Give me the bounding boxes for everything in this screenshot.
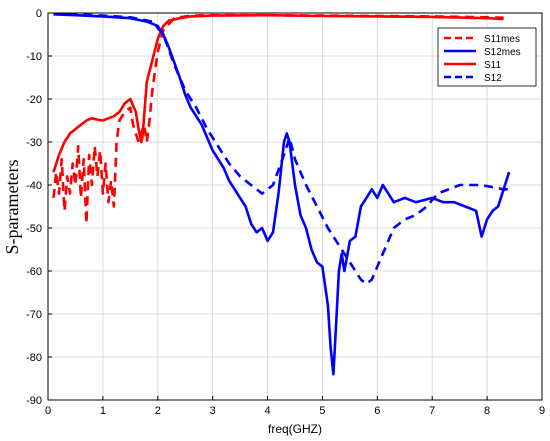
legend-label-s12mes: S12mes <box>484 47 521 58</box>
y-tick-label: -10 <box>26 51 42 63</box>
x-tick-label: 6 <box>374 405 380 417</box>
x-tick-label: 0 <box>45 405 51 417</box>
x-axis-label: freq(GHZ) <box>268 422 322 436</box>
x-tick-label: 5 <box>319 405 325 417</box>
legend-box <box>437 27 537 87</box>
x-tick-label: 4 <box>264 405 270 417</box>
y-tick-label: -30 <box>26 137 42 149</box>
legend-label-s11mes: S11mes <box>484 34 520 45</box>
x-tick-label: 2 <box>155 405 161 417</box>
legend-label-s11: S11 <box>484 60 501 71</box>
x-tick-label: 9 <box>539 405 545 417</box>
y-tick-label: -50 <box>26 223 42 235</box>
x-tick-label: 1 <box>100 405 106 417</box>
legend-items: S11mes S12mes S11 S12 <box>444 34 521 84</box>
x-tick-label: 7 <box>429 405 435 417</box>
plot-frame <box>47 12 543 401</box>
y-tick-label: -70 <box>26 309 42 321</box>
legend-label-s12: S12 <box>484 73 502 84</box>
y-tick-label: -90 <box>26 395 42 407</box>
x-tick-label: 3 <box>210 405 216 417</box>
y-tick-label: -80 <box>26 352 42 364</box>
series-line-s12mes <box>53 13 511 376</box>
x-axis-ticks: 0 1 2 3 4 5 6 7 8 9 <box>45 396 545 417</box>
y-tick-label: -60 <box>26 266 42 278</box>
series-line-s12 <box>53 13 510 286</box>
legend: S11mes S12mes S11 S12 <box>437 27 537 87</box>
y-tick-label: -40 <box>26 180 42 192</box>
y-axis-ticks: 0 -10 -20 -30 -40 -50 -60 -70 -80 -90 <box>26 8 52 407</box>
y-tick-label: 0 <box>36 8 42 20</box>
y-axis-label: S-parameters <box>2 160 22 255</box>
series-line-s11 <box>52 13 504 173</box>
plot-area <box>52 13 511 376</box>
y-tick-label: -20 <box>26 94 42 106</box>
x-tick-label: 8 <box>484 405 490 417</box>
